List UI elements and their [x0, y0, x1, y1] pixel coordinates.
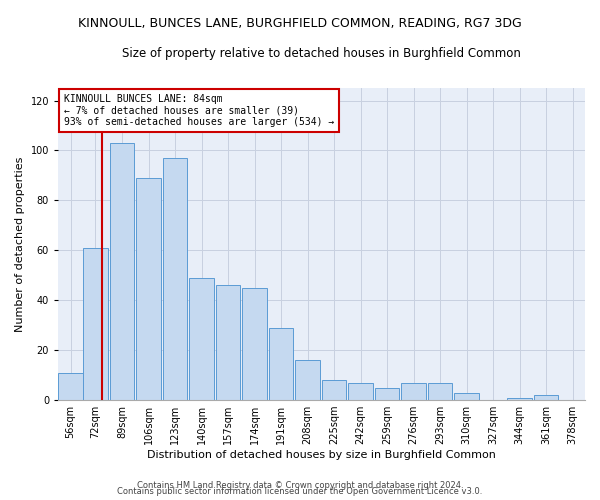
Bar	[269, 328, 293, 400]
Bar	[163, 158, 187, 400]
Bar	[110, 143, 134, 400]
Bar	[401, 382, 426, 400]
Bar	[348, 382, 373, 400]
Text: Contains public sector information licensed under the Open Government Licence v3: Contains public sector information licen…	[118, 488, 482, 496]
Bar	[454, 392, 479, 400]
Bar	[215, 286, 241, 400]
Bar	[189, 278, 214, 400]
Title: Size of property relative to detached houses in Burghfield Common: Size of property relative to detached ho…	[122, 48, 521, 60]
Text: KINNOULL, BUNCES LANE, BURGHFIELD COMMON, READING, RG7 3DG: KINNOULL, BUNCES LANE, BURGHFIELD COMMON…	[78, 18, 522, 30]
Y-axis label: Number of detached properties: Number of detached properties	[15, 156, 25, 332]
Text: KINNOULL BUNCES LANE: 84sqm
← 7% of detached houses are smaller (39)
93% of semi: KINNOULL BUNCES LANE: 84sqm ← 7% of deta…	[64, 94, 334, 127]
Bar	[507, 398, 532, 400]
Bar	[295, 360, 320, 400]
Bar	[83, 248, 108, 400]
Bar	[136, 178, 161, 400]
Bar	[58, 372, 83, 400]
Bar	[374, 388, 400, 400]
Text: Contains HM Land Registry data © Crown copyright and database right 2024.: Contains HM Land Registry data © Crown c…	[137, 481, 463, 490]
Bar	[322, 380, 346, 400]
Bar	[533, 395, 559, 400]
Bar	[428, 382, 452, 400]
X-axis label: Distribution of detached houses by size in Burghfield Common: Distribution of detached houses by size …	[147, 450, 496, 460]
Bar	[242, 288, 267, 400]
